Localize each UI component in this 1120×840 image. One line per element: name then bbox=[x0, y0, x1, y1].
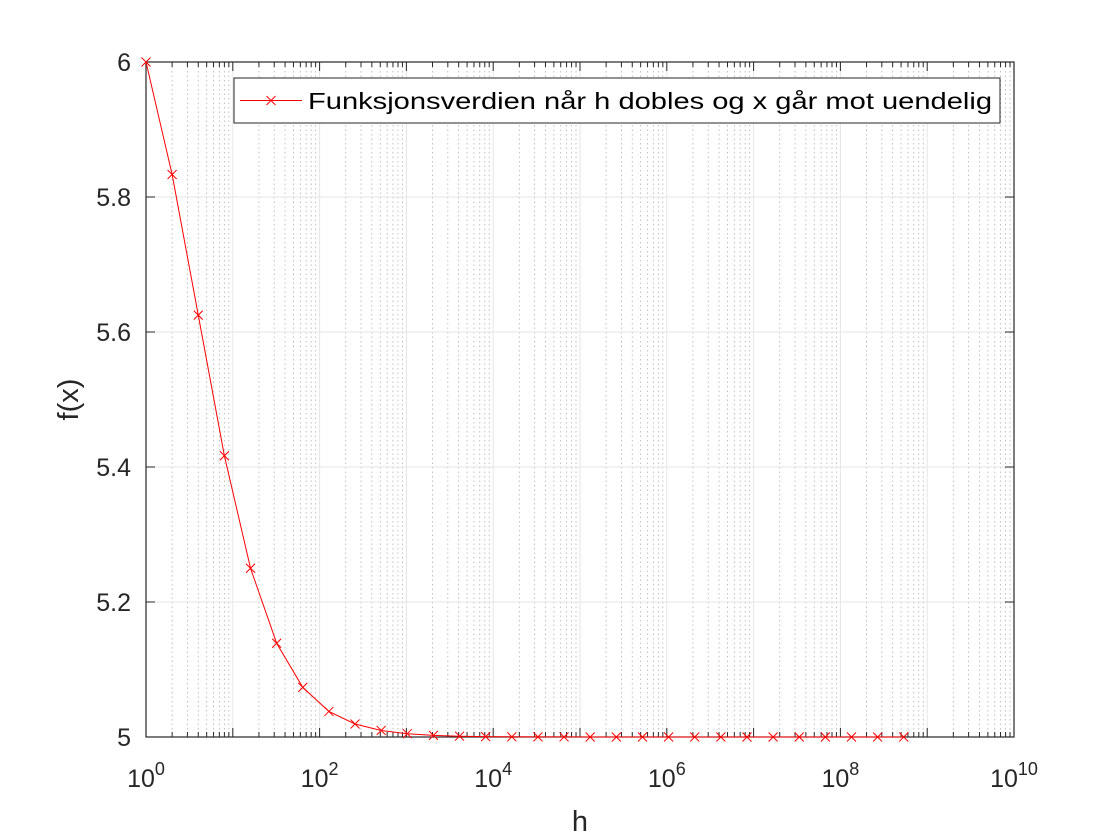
legend-entry-label: Funksjonsverdien når h dobles og x går m… bbox=[308, 88, 992, 114]
data-series bbox=[141, 57, 909, 742]
marker-stroke bbox=[454, 731, 465, 742]
marker-stroke bbox=[324, 706, 334, 717]
legend-box bbox=[233, 77, 1001, 124]
legend[interactable]: Funksjonsverdien når h dobles og x går m… bbox=[233, 77, 1001, 124]
data-point-marker bbox=[350, 719, 360, 729]
data-point-marker bbox=[428, 730, 439, 741]
tick-marks bbox=[145, 61, 1015, 738]
data-point-marker bbox=[663, 732, 674, 742]
marker-stroke bbox=[559, 732, 569, 742]
marker-stroke bbox=[637, 732, 648, 742]
marker-stroke bbox=[715, 732, 726, 742]
marker-stroke bbox=[245, 563, 256, 574]
data-point-marker bbox=[376, 725, 387, 736]
data-point-marker bbox=[324, 706, 334, 717]
data-point-marker bbox=[872, 732, 883, 742]
x-tick-label: 1010 bbox=[990, 759, 1038, 793]
data-point-marker bbox=[585, 732, 596, 742]
data-point-marker bbox=[297, 682, 308, 693]
data-point-marker bbox=[193, 310, 204, 320]
x-tick-label: 108 bbox=[821, 759, 859, 793]
data-point-marker bbox=[167, 169, 177, 180]
data-point-marker bbox=[715, 732, 726, 742]
marker-stroke bbox=[794, 732, 805, 742]
data-point-marker bbox=[141, 57, 151, 67]
data-point-marker bbox=[219, 450, 230, 461]
data-point-marker bbox=[245, 563, 256, 574]
data-point-marker bbox=[846, 732, 857, 742]
marker-stroke bbox=[611, 732, 622, 742]
data-point-marker bbox=[480, 731, 491, 742]
data-point-marker bbox=[768, 732, 778, 742]
x-tick-labels: 100 102 104 106 108 1010 bbox=[127, 759, 1038, 793]
marker-stroke bbox=[167, 169, 177, 180]
marker-stroke bbox=[820, 732, 831, 742]
y-tick-label: 6 bbox=[117, 49, 131, 77]
y-tick-label: 5.2 bbox=[96, 589, 131, 617]
marker-stroke bbox=[480, 731, 491, 742]
data-point-marker bbox=[611, 732, 622, 742]
data-point-marker bbox=[898, 732, 909, 742]
data-point-marker bbox=[742, 732, 752, 742]
x-tick-label: 102 bbox=[301, 759, 339, 793]
marker-stroke bbox=[193, 310, 204, 320]
marker-stroke bbox=[585, 732, 596, 742]
x-tick-label: 100 bbox=[127, 759, 165, 793]
marker-stroke bbox=[663, 732, 674, 742]
data-point-marker bbox=[533, 732, 543, 742]
marker-stroke bbox=[271, 638, 282, 649]
y-tick-label: 5 bbox=[117, 724, 131, 752]
y-tick-label: 5.6 bbox=[96, 319, 131, 347]
marker-stroke bbox=[533, 732, 543, 742]
marker-stroke bbox=[376, 725, 387, 736]
y-tick-label: 5.4 bbox=[96, 454, 131, 482]
marker-stroke bbox=[742, 732, 752, 742]
marker-stroke bbox=[350, 719, 360, 729]
marker-stroke bbox=[297, 682, 308, 693]
marker-stroke bbox=[898, 732, 909, 742]
data-point-marker bbox=[689, 732, 700, 742]
data-point-marker bbox=[454, 731, 465, 742]
marker-stroke bbox=[872, 732, 883, 742]
y-axis-label: f(x) bbox=[53, 379, 85, 421]
legend-marker-icon bbox=[266, 95, 276, 106]
marker-stroke bbox=[768, 732, 778, 742]
x-axis-label: h bbox=[572, 806, 588, 838]
marker-stroke bbox=[846, 732, 857, 742]
y-tick-labels: 5 5.2 5.4 5.6 5.8 6 bbox=[96, 49, 131, 752]
marker-stroke bbox=[689, 732, 700, 742]
data-point-marker bbox=[637, 732, 648, 742]
series-line bbox=[145, 61, 904, 738]
x-tick-label: 104 bbox=[474, 759, 512, 793]
data-point-marker bbox=[559, 732, 569, 742]
data-point-marker bbox=[271, 638, 282, 649]
data-point-marker bbox=[820, 732, 831, 742]
marker-stroke bbox=[506, 731, 517, 742]
marker-stroke bbox=[219, 450, 230, 461]
minor-grid bbox=[171, 62, 1011, 737]
data-point-marker bbox=[794, 732, 805, 742]
major-grid bbox=[146, 62, 1014, 737]
data-point-marker bbox=[506, 731, 517, 742]
marker-stroke bbox=[402, 728, 413, 739]
data-point-marker bbox=[402, 728, 413, 739]
y-tick-label: 5.8 bbox=[96, 184, 131, 212]
marker-stroke bbox=[428, 730, 439, 741]
marker-stroke bbox=[266, 95, 276, 106]
marker-stroke bbox=[141, 57, 151, 67]
x-tick-label: 106 bbox=[648, 759, 686, 793]
